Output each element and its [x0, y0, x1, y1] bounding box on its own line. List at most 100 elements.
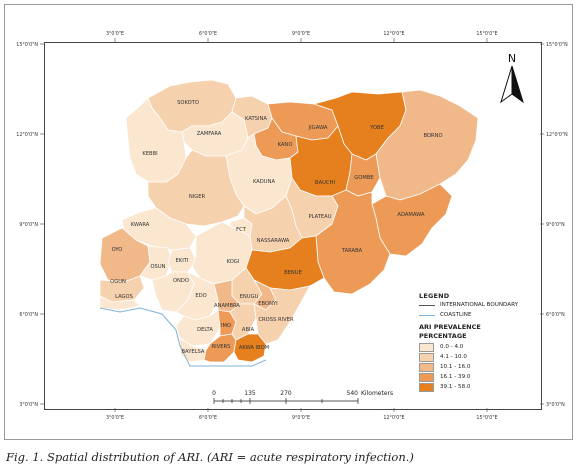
coastline-line-swatch: [419, 314, 435, 316]
label-yobe: YOBE: [369, 125, 384, 131]
legend-class-label: 0.0 - 4.0: [440, 344, 464, 350]
label-ogun: OGUN: [110, 279, 126, 285]
coord-right-2: 12°0'0"N: [546, 132, 568, 138]
legend-boundary-row: INTERNATIONAL BOUNDARY: [419, 300, 539, 310]
label-ondo: ONDO: [173, 278, 189, 284]
legend-swatch: [419, 362, 434, 372]
coord-top-4: 12°0'0"E: [383, 31, 404, 37]
scale-tick-0: 0: [212, 390, 216, 397]
label-katsina: KATSINA: [245, 116, 267, 122]
scale-tick-270: 270: [280, 390, 292, 397]
label-kogi: KOGI: [227, 259, 240, 265]
label-delta: DELTA: [197, 327, 213, 333]
coord-right-5: 3°0'0"N: [546, 402, 565, 408]
label-jigawa: JIGAWA: [308, 125, 328, 131]
label-lagos: LAGOS: [115, 294, 133, 300]
figure-caption: Fig. 1. Spatial distribution of ARI. (AR…: [6, 450, 414, 464]
coord-left-2: 12°0'0"N: [16, 132, 38, 138]
label-borno: BORNO: [423, 133, 442, 139]
coord-bottom-4: 12°0'0"E: [383, 415, 404, 421]
state-taraba: [315, 189, 391, 295]
label-gombe: GOMBE: [354, 175, 373, 181]
legend-class-label: 39.1 - 58.0: [440, 384, 471, 390]
label-bayelsa: BAYELSA: [182, 349, 205, 355]
legend-subtitle-2: PERCENTAGE: [419, 332, 467, 340]
coord-top-3: 9°0'0"E: [292, 31, 310, 37]
label-enugu: ENUGU: [240, 294, 259, 300]
label-kano: KANO: [278, 142, 293, 148]
legend-class-row: 4.1 - 10.0: [419, 352, 539, 362]
legend-class-row: 0.0 - 4.0: [419, 342, 539, 352]
coord-left-4: 6°0'0"N: [19, 312, 38, 318]
label-abia: ABIA: [242, 327, 255, 333]
label-ebonyi: EBONYI: [258, 301, 278, 307]
legend-swatch: [419, 352, 434, 362]
label-kwara: KWARA: [131, 222, 150, 228]
label-oyo: OYO: [112, 247, 123, 253]
label-sokoto: SOKOTO: [177, 100, 199, 106]
legend: LEGEND INTERNATIONAL BOUNDARY COASTLINE …: [419, 292, 539, 392]
label-niger: NIGER: [189, 194, 206, 200]
legend-class-label: 16.1 - 39.0: [440, 374, 471, 380]
label-zamfara: ZAMFARA: [197, 131, 222, 137]
label-akwa-ibom: AKWA IBOM: [239, 345, 269, 351]
label-fct: FCT: [236, 227, 247, 233]
label-adamawa: ADAMAWA: [397, 212, 425, 218]
legend-coastline-label: COASTLINE: [440, 312, 472, 318]
coord-right-1: 15°0'0"N: [546, 42, 568, 48]
legend-boundary-label: INTERNATIONAL BOUNDARY: [440, 302, 519, 308]
scale-tick-540: 540: [347, 390, 359, 397]
coord-bottom-1: 3°0'0"E: [106, 415, 124, 421]
label-imo: IMO: [221, 323, 231, 329]
state-cross-river: [253, 285, 311, 345]
label-taraba: TARABA: [341, 248, 363, 254]
coord-right-4: 6°0'0"N: [546, 312, 565, 318]
legend-class-row: 10.1 - 16.0: [419, 362, 539, 372]
legend-subtitle-1: ARI PREVALENCE: [419, 323, 481, 331]
label-kaduna: KADUNA: [253, 179, 276, 185]
legend-class-label: 10.1 - 16.0: [440, 364, 471, 370]
legend-swatch: [419, 342, 434, 352]
legend-coastline-row: COASTLINE: [419, 310, 539, 320]
label-cross-river: CROSS RIVER: [258, 317, 294, 323]
label-anambra: ANAMBRA: [214, 303, 240, 309]
legend-swatch: [419, 382, 434, 392]
legend-class-label: 4.1 - 10.0: [440, 354, 467, 360]
coord-top-1: 3°0'0"E: [106, 31, 124, 37]
north-arrow-right-half: [511, 65, 524, 104]
label-bauchi: BAUCHI: [315, 180, 335, 186]
legend-class-row: 16.1 - 39.0: [419, 372, 539, 382]
coord-bottom-5: 15°0'0"E: [476, 415, 497, 421]
scale-tick-135: 135: [244, 390, 256, 397]
label-kebbi: KEBBI: [142, 151, 158, 157]
north-arrow: N: [500, 52, 524, 104]
coord-right-3: 9°0'0"N: [546, 222, 565, 228]
label-nassarawa: NASSARAWA: [257, 238, 290, 244]
label-ekiti: EKITI: [176, 258, 189, 264]
north-label: N: [508, 52, 516, 65]
label-osun: OSUN: [150, 264, 165, 270]
coastline: [99, 307, 267, 367]
legend-swatch: [419, 372, 434, 382]
coord-top-2: 6°0'0"E: [199, 31, 217, 37]
coord-left-1: 15°0'0"N: [16, 42, 38, 48]
north-arrow-left-half: [500, 65, 513, 104]
legend-class-row: 39.1 - 58.0: [419, 382, 539, 392]
boundary-line-swatch: [419, 304, 435, 306]
scale-unit: Kilometers: [361, 390, 393, 397]
legend-title: LEGEND: [419, 292, 450, 300]
coord-bottom-3: 9°0'0"E: [292, 415, 310, 421]
label-benue: BENUE: [284, 270, 302, 276]
scale-bar: 0 135 270 540 Kilometers: [212, 390, 393, 404]
coord-bottom-2: 6°0'0"E: [199, 415, 217, 421]
label-plateau: PLATEAU: [308, 214, 331, 220]
label-rivers: RIVERS: [212, 344, 231, 350]
coord-top-5: 15°0'0"E: [476, 31, 497, 37]
label-edo: EDO: [195, 293, 206, 299]
state-akwa-ibom: [233, 333, 267, 363]
coord-left-5: 3°0'0"N: [19, 402, 38, 408]
state-delta: [175, 309, 221, 347]
state-kebbi: [125, 97, 187, 183]
coord-left-3: 9°0'0"N: [19, 222, 38, 228]
